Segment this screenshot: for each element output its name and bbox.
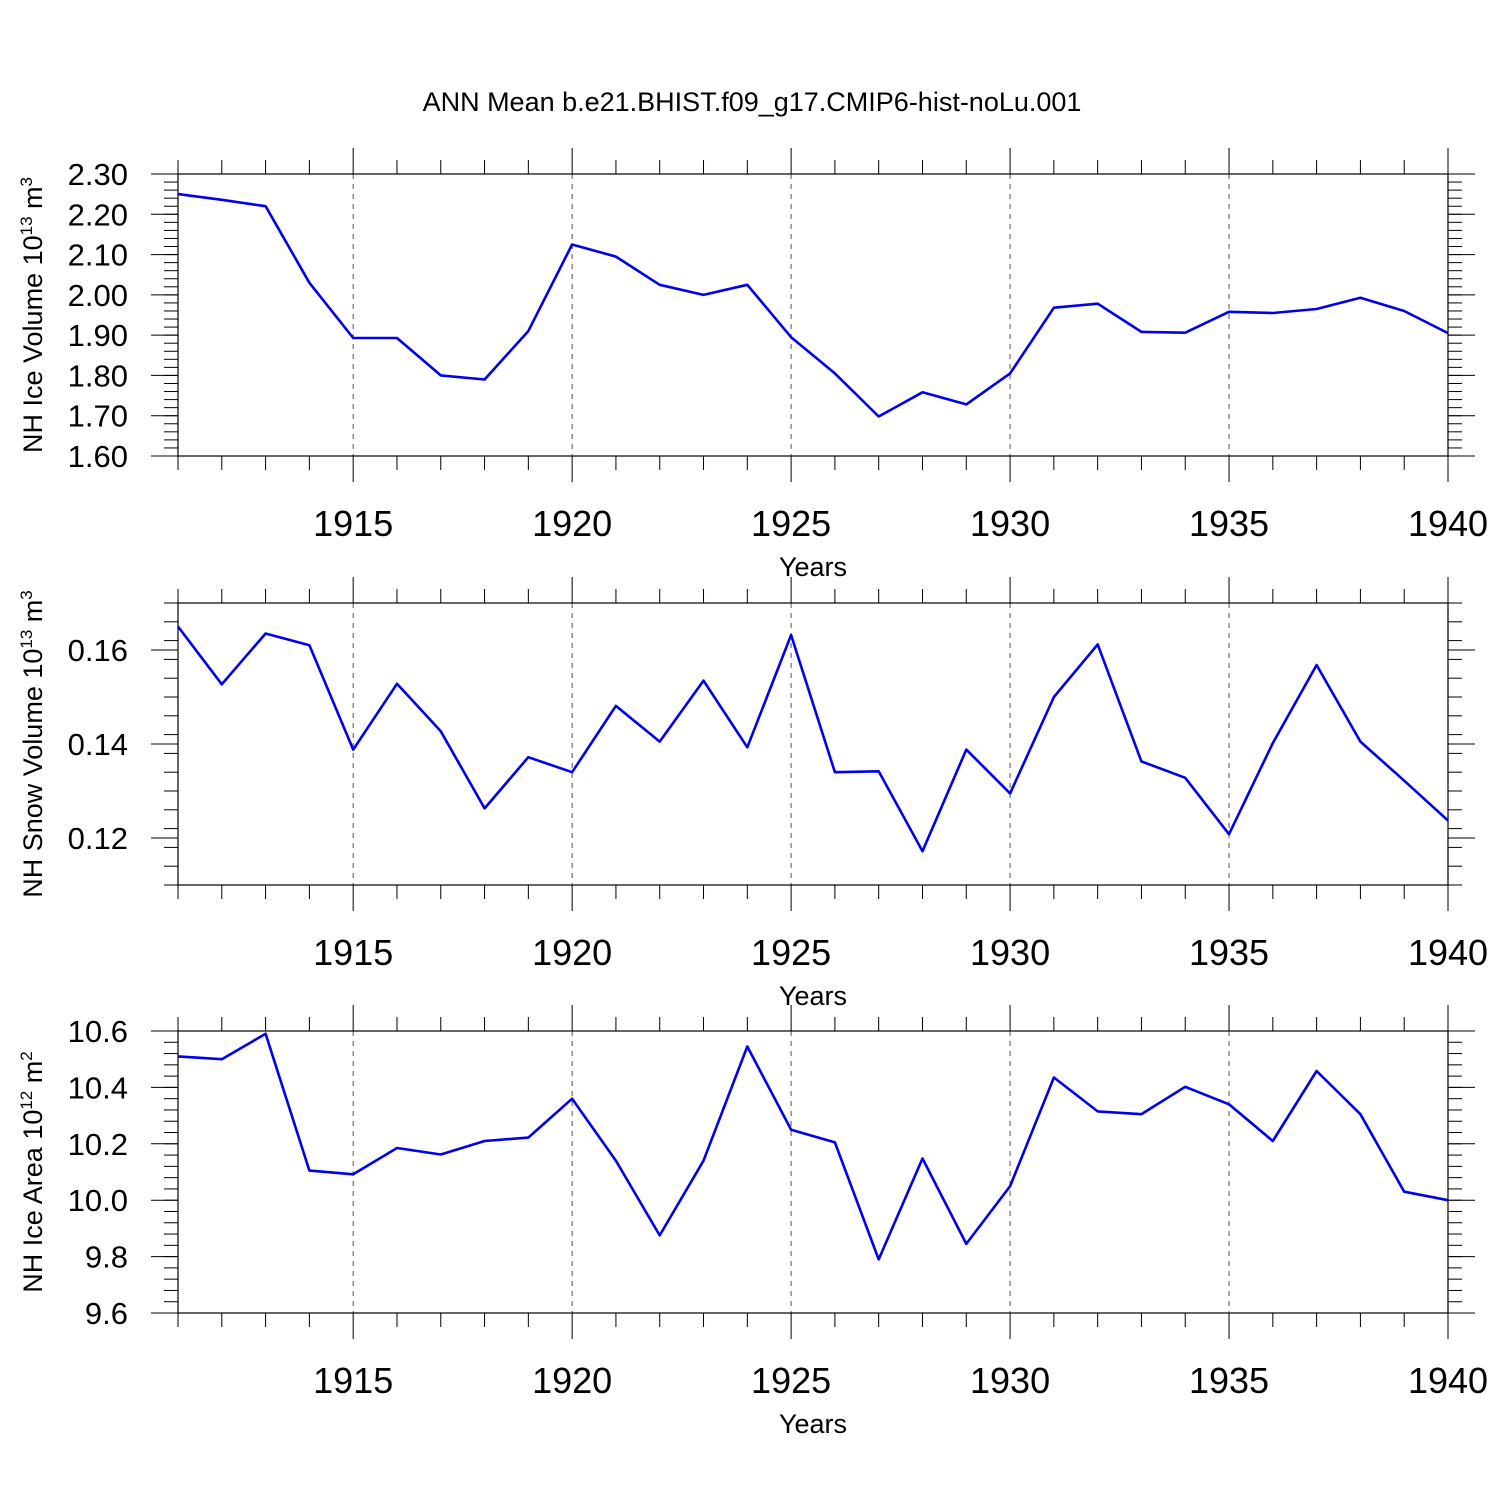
y-tick-label: 10.2 — [68, 1127, 128, 1162]
x-tick-label: 1935 — [1189, 1360, 1269, 1401]
y-axis-label-superscript: 2 — [17, 1051, 36, 1060]
x-tick-label: 1925 — [751, 1360, 831, 1401]
x-tick-label: 1920 — [532, 503, 612, 544]
y-tick-label: 1.80 — [68, 358, 128, 393]
y-tick-label: 10.6 — [68, 1014, 128, 1049]
y-tick-label: 9.6 — [85, 1296, 128, 1331]
y-axis-label-part: m — [18, 1061, 48, 1091]
y-axis-label: NH Snow Volume 1013 m3 — [17, 590, 48, 898]
x-tick-label: 1920 — [532, 1360, 612, 1401]
chart-panel-3: 1915 1920 1925 1930 1935 1940 9.6 9.8 10.0 10.2 10… — [17, 1005, 1488, 1439]
x-tick-label: 1925 — [751, 932, 831, 973]
y-tick-label: 1.70 — [68, 399, 128, 434]
y-tick-label: 2.30 — [68, 157, 128, 192]
panels: 1915 1920 1925 1930 1935 1940 1.60 1.70 1.80 1.90… — [17, 148, 1488, 1439]
y-tick-label: 9.8 — [85, 1240, 128, 1275]
y-tick-label: 0.12 — [68, 821, 128, 856]
y-axis-label-superscript: 13 — [17, 630, 36, 649]
x-tick-label: 1915 — [313, 503, 393, 544]
x-axis-label: Years — [779, 552, 847, 582]
x-tick-label: 1935 — [1189, 932, 1269, 973]
x-tick-label: 1935 — [1189, 503, 1269, 544]
x-axis-label: Years — [779, 1409, 847, 1439]
x-axis-label: Years — [779, 981, 847, 1011]
chart-title: ANN Mean b.e21.BHIST.f09_g17.CMIP6-hist-… — [423, 87, 1082, 117]
x-tick-label: 1940 — [1408, 1360, 1488, 1401]
x-tick-label: 1940 — [1408, 932, 1488, 973]
y-axis-label: NH Ice Area 1012 m2 — [17, 1051, 48, 1292]
plot-frame — [177, 173, 1449, 457]
y-tick-label: 2.00 — [68, 278, 128, 313]
series-line — [176, 625, 1449, 853]
y-axis-label-part: NH Ice Volume 10 — [18, 235, 48, 453]
y-axis-label-part: NH Snow Volume 10 — [18, 649, 48, 898]
y-tick-label: 2.10 — [68, 238, 128, 273]
series-line — [177, 192, 1449, 418]
y-axis-label-superscript: 3 — [17, 177, 36, 186]
y-axis-label-part: m — [18, 186, 48, 216]
x-tick-label: 1940 — [1408, 503, 1488, 544]
x-tick-label: 1930 — [970, 503, 1050, 544]
chart-panel-2: 1915 1920 1925 1930 1935 1940 0.12 0.14 0.16 Year… — [17, 577, 1488, 1011]
x-tick-label: 1915 — [313, 932, 393, 973]
chart-panel-1: 1915 1920 1925 1930 1935 1940 1.60 1.70 1.80 1.90… — [17, 148, 1488, 582]
y-tick-label: 1.90 — [68, 318, 128, 353]
x-tick-label: 1925 — [751, 503, 831, 544]
y-tick-label: 0.16 — [68, 633, 128, 668]
y-tick-label: 0.14 — [68, 727, 128, 762]
y-axis-label-part: m — [18, 600, 48, 630]
y-tick-label: 10.0 — [68, 1183, 128, 1218]
x-tick-label: 1920 — [532, 932, 612, 973]
y-tick-label: 10.4 — [68, 1070, 128, 1105]
x-tick-label: 1915 — [313, 1360, 393, 1401]
y-axis-label-part: NH Ice Area 10 — [18, 1110, 48, 1293]
x-tick-label: 1930 — [970, 932, 1050, 973]
y-axis-label-superscript: 13 — [17, 216, 36, 235]
x-tick-label: 1930 — [970, 1360, 1050, 1401]
y-axis-label: NH Ice Volume 1013 m3 — [17, 177, 48, 453]
plot-frame — [177, 1030, 1449, 1314]
series-line — [177, 1032, 1449, 1261]
y-tick-label: 2.20 — [68, 197, 128, 232]
y-axis-label-superscript: 12 — [17, 1091, 36, 1110]
y-axis-label-superscript: 3 — [17, 590, 36, 599]
y-tick-label: 1.60 — [68, 439, 128, 474]
